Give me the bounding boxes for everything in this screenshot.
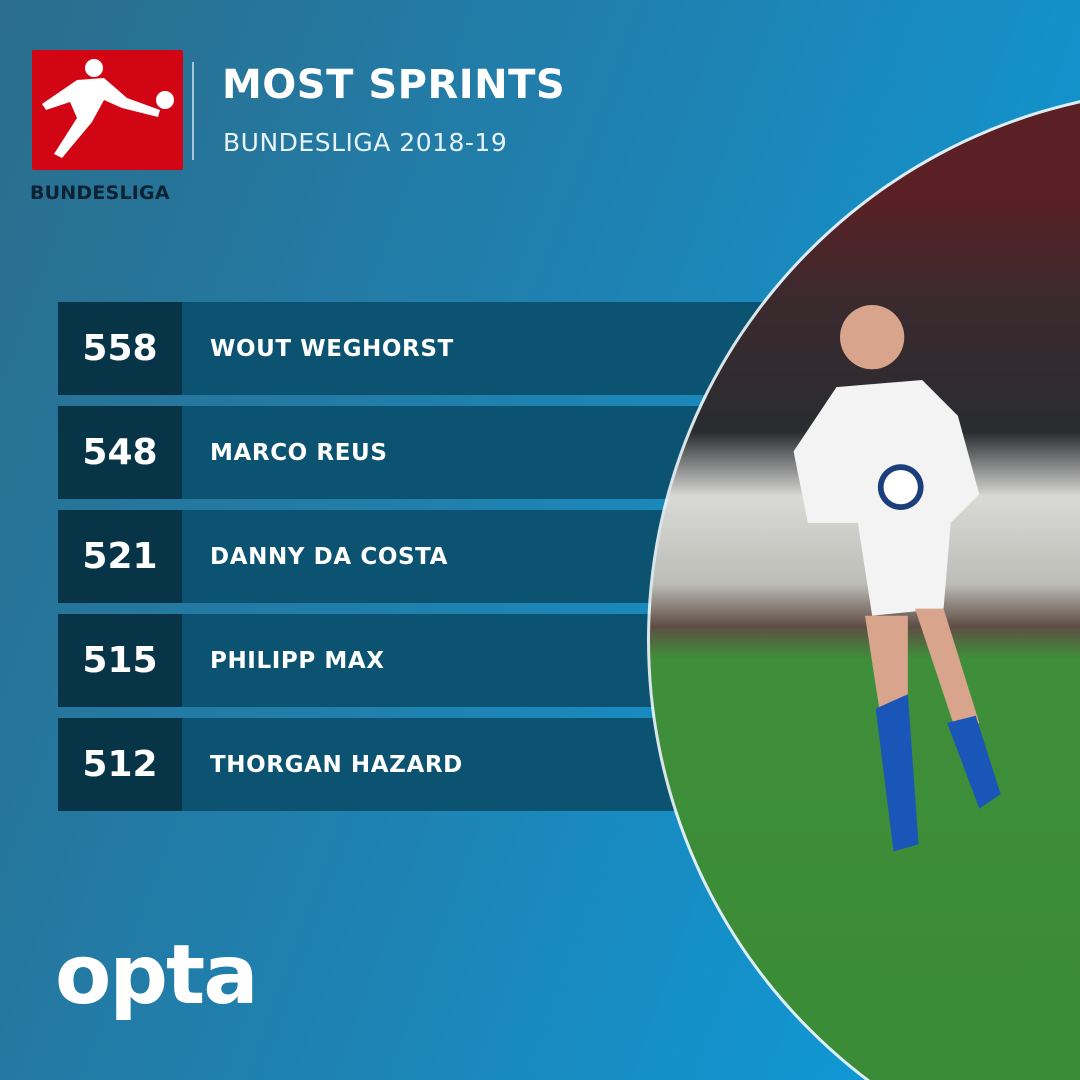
- sprint-count: 515: [58, 614, 182, 707]
- player-name: PHILIPP MAX: [210, 647, 385, 674]
- ranking-list: 558 WOUT WEGHORST 548 MARCO REUS 521 DANNY …: [58, 302, 838, 822]
- sprint-count: 512: [58, 718, 182, 811]
- sprint-count: 548: [58, 406, 182, 499]
- player-name: THORGAN HAZARD: [210, 751, 463, 778]
- bundesliga-player-logo-icon: [42, 59, 174, 158]
- page-subtitle: BUNDESLIGA 2018-19: [223, 128, 508, 157]
- player-photo: [650, 90, 1080, 1080]
- bundesliga-logo: [32, 50, 183, 170]
- player-name: WOUT WEGHORST: [210, 335, 454, 362]
- header-divider: [192, 62, 194, 160]
- ranking-row: 558 WOUT WEGHORST: [58, 302, 838, 395]
- bundesliga-logo-text: BUNDESLIGA: [30, 182, 170, 204]
- player-name: MARCO REUS: [210, 439, 388, 466]
- sprint-count: 521: [58, 510, 182, 603]
- sprint-count: 558: [58, 302, 182, 395]
- opta-logo: opta: [55, 928, 259, 1023]
- player-figure: [793, 305, 1001, 852]
- player-name: DANNY DA COSTA: [210, 543, 449, 570]
- page-title: MOST SPRINTS: [222, 62, 566, 108]
